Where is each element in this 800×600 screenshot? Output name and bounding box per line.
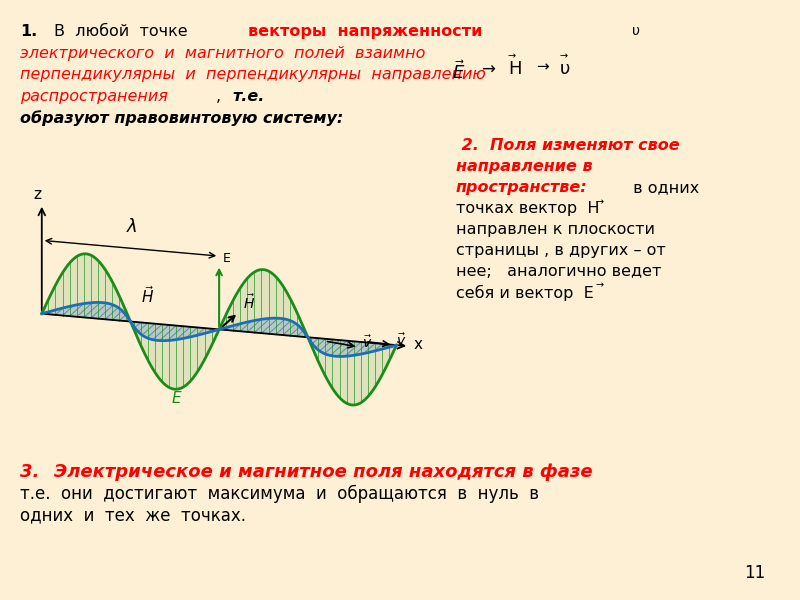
Text: z: z [34,187,42,202]
Text: 1.: 1. [20,24,38,39]
Text: υ: υ [560,60,570,78]
Text: направлен к плоскости: направлен к плоскости [456,222,655,237]
Text: $\vec{E}$: $\vec{E}$ [170,386,182,407]
Text: перпендикулярны  и  перпендикулярны  направлению: перпендикулярны и перпендикулярны направ… [20,67,486,82]
Polygon shape [42,254,397,405]
Text: точках вектор  Н: точках вектор Н [456,201,599,216]
Text: Электрическое и магнитное поля находятся в фазе: Электрическое и магнитное поля находятся… [54,463,593,481]
Text: $\vec{H}$: $\vec{H}$ [141,285,154,306]
Text: →: → [596,197,604,207]
Text: $\lambda$: $\lambda$ [126,218,138,236]
Text: E: E [222,252,230,265]
Text: x: x [414,337,422,352]
Text: →: → [560,51,568,61]
Text: векторы  напряженности: векторы напряженности [248,24,482,39]
Polygon shape [42,302,397,356]
Text: в одних: в одних [628,180,699,195]
Text: нее;   аналогично ведет: нее; аналогично ведет [456,264,662,279]
Text: 2.: 2. [456,138,479,153]
Text: $\vec{E}$: $\vec{E}$ [452,60,466,83]
Text: $\vec{H}$: $\vec{H}$ [242,293,254,312]
Text: страницы , в других – от: страницы , в других – от [456,243,666,258]
Text: направление в: направление в [456,159,593,174]
Text: ,: , [216,89,231,104]
Text: 3.: 3. [20,463,39,481]
Text: т.е.  они  достигают  максимума  и  обращаются  в  нуль  в: т.е. они достигают максимума и обращаютс… [20,485,539,503]
Text: $\rightarrow$: $\rightarrow$ [478,58,497,76]
Text: распространения: распространения [20,89,168,104]
Text: электрического  и  магнитного  полей  взаимно: электрического и магнитного полей взаимн… [20,46,426,61]
Text: $\vec{v}$: $\vec{v}$ [362,334,372,351]
Text: →: → [596,280,604,290]
Text: т.е.: т.е. [232,89,264,104]
Text: себя и вектор  Е: себя и вектор Е [456,285,594,301]
Text: $\vec{v}$: $\vec{v}$ [397,332,407,349]
Text: H: H [508,60,522,78]
Text: В  любой  точке: В любой точке [54,24,188,39]
Text: →: → [508,51,516,61]
Text: $\rightarrow$: $\rightarrow$ [534,58,551,73]
Text: υ: υ [632,24,640,38]
Text: одних  и  тех  же  точках.: одних и тех же точках. [20,506,246,524]
Text: Поля изменяют свое: Поля изменяют свое [490,138,679,153]
Text: образуют правовинтовую систему:: образуют правовинтовую систему: [20,110,343,126]
Text: пространстве:: пространстве: [456,180,588,195]
Text: 11: 11 [744,564,766,582]
